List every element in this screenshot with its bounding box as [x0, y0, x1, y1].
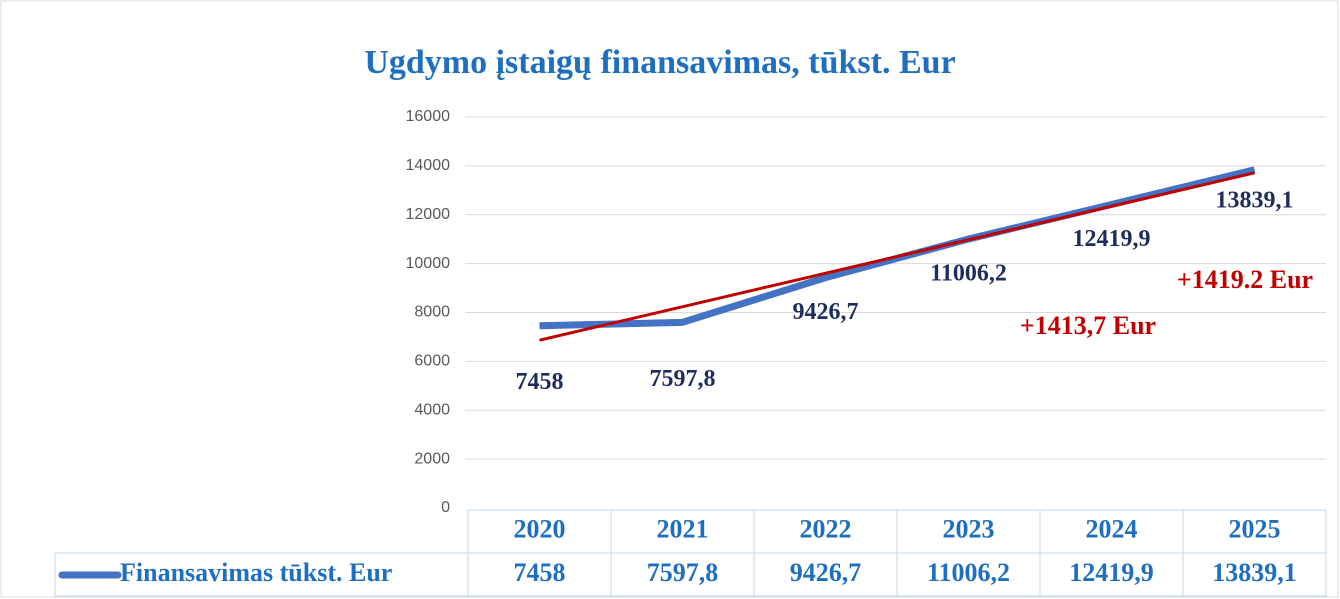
- x-tick-label: 2025: [1229, 514, 1281, 543]
- y-tick-label: 14000: [406, 157, 451, 174]
- y-tick-label: 4000: [414, 401, 450, 418]
- x-tick-label: 2020: [514, 514, 566, 543]
- table-value: 9426,7: [790, 558, 862, 587]
- y-tick-label: 12000: [406, 206, 451, 223]
- y-tick-label: 6000: [414, 353, 450, 370]
- data-label: 9426,7: [793, 299, 859, 325]
- annotation: +1419.2 Eur: [1177, 265, 1313, 294]
- chart-title: Ugdymo įstaigų finansavimas, tūkst. Eur: [364, 44, 955, 81]
- y-tick-label: 10000: [406, 255, 451, 272]
- data-label: 12419,9: [1073, 226, 1151, 252]
- table-value: 7597,8: [647, 558, 719, 587]
- series-line: [539, 166, 1256, 330]
- data-label: 13839,1: [1216, 187, 1294, 213]
- table-value: 11006,2: [927, 558, 1010, 587]
- table-value: 12419,9: [1069, 558, 1154, 587]
- table-value: 13839,1: [1212, 558, 1297, 587]
- data-label: 11006,2: [930, 261, 1007, 287]
- legend-label: Finansavimas tūkst. Eur: [120, 558, 392, 587]
- x-tick-label: 2021: [657, 514, 709, 543]
- x-tick-label: 2022: [800, 514, 852, 543]
- y-tick-label: 2000: [414, 450, 450, 467]
- data-label: 7458: [516, 369, 564, 395]
- y-tick-label: 16000: [406, 108, 451, 125]
- data-label: 7597,8: [650, 366, 716, 392]
- trendline: [539, 171, 1255, 342]
- y-tick-label: 0: [441, 499, 450, 516]
- x-tick-label: 2023: [943, 514, 995, 543]
- annotation: +1413,7 Eur: [1020, 311, 1156, 340]
- table-value: 7458: [514, 558, 566, 587]
- x-tick-label: 2024: [1086, 514, 1138, 543]
- y-tick-label: 8000: [414, 304, 450, 321]
